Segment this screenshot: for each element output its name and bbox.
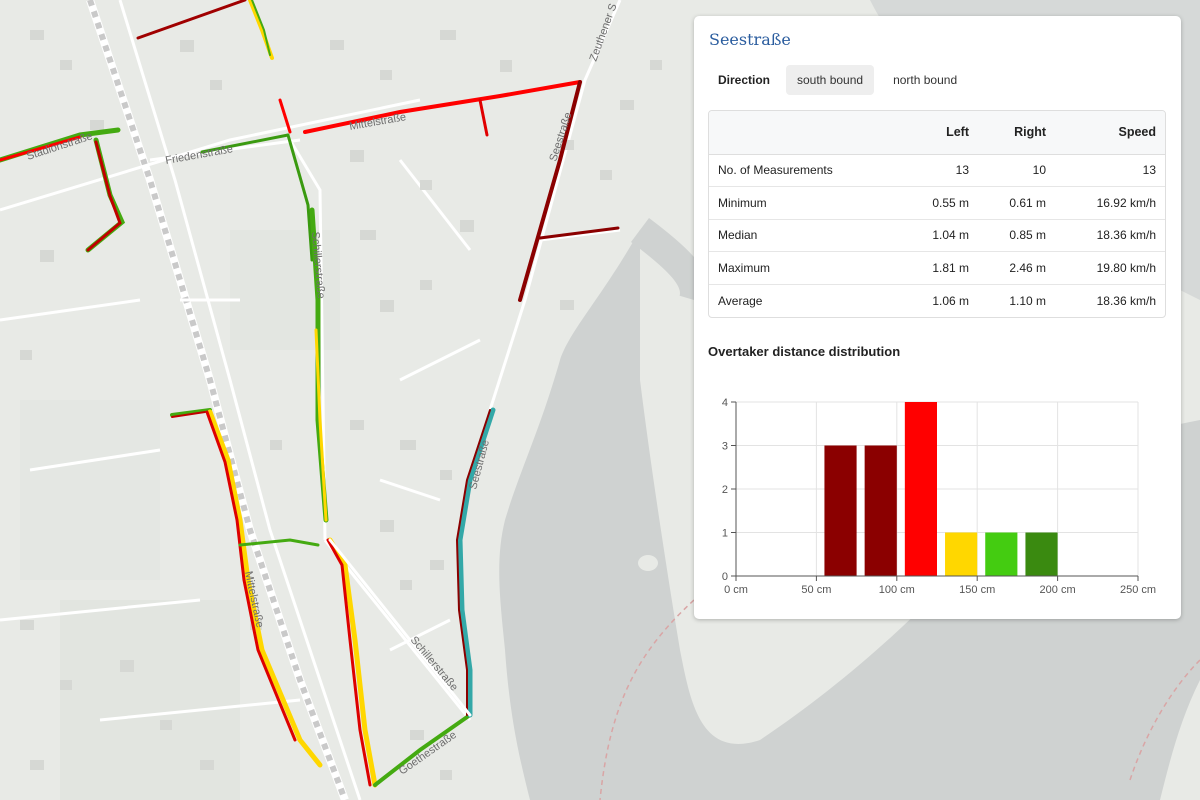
statistics-table: Left Right Speed No. of Measurements 13 …: [708, 110, 1166, 318]
distance-chart: 0 1 2 3 4 0 cm 50 cm 100 cm 150 cm 200 cm 250 cm: [694, 388, 1181, 619]
north-bound-button[interactable]: north bound: [882, 65, 968, 95]
row-label: Median: [709, 219, 898, 252]
x-tick-label: 100 cm: [879, 584, 915, 596]
y-tick-label: 2: [722, 484, 728, 496]
cell-speed: 13: [1055, 154, 1165, 187]
x-tick-label: 0 cm: [724, 584, 748, 596]
x-tick-label: 50 cm: [801, 584, 831, 596]
histogram-bar: [985, 532, 1018, 576]
column-header-left: Left: [898, 111, 978, 155]
table-row: Median 1.04 m 0.85 m 18.36 km/h: [709, 219, 1165, 252]
y-tick-label: 1: [722, 528, 728, 540]
lake-water: [499, 230, 1200, 800]
cell-speed: 18.36 km/h: [1096, 293, 1156, 308]
x-tick-label: 250 cm: [1120, 584, 1156, 596]
column-header-name: [709, 111, 898, 155]
direction-selector: Direction south bound north bound: [708, 65, 1167, 95]
y-tick-label: 3: [722, 441, 728, 453]
panel-title: Seestraße: [709, 30, 791, 49]
road-details-panel: Seestraße Direction south bound north bo…: [694, 16, 1181, 619]
histogram-bar: [945, 532, 978, 576]
cell-speed: 18.36 km/h: [1055, 219, 1165, 252]
histogram-bar: [864, 445, 897, 576]
histogram-bar: [824, 445, 857, 576]
south-bound-button[interactable]: south bound: [786, 65, 875, 95]
cell-speed: 19.80 km/h: [1055, 251, 1165, 285]
cell-right: 0.85 m: [978, 219, 1055, 252]
row-label: Minimum: [709, 186, 898, 220]
row-label: Maximum: [709, 251, 898, 285]
route-goethestrasse: [373, 713, 472, 787]
histogram-bar: [904, 402, 937, 576]
route-seestrasse: [518, 80, 582, 302]
y-tick-label: 0: [722, 571, 728, 583]
table-row: Maximum 1.81 m 2.46 m 19.80 km/h: [709, 251, 1165, 285]
table-row: Minimum 0.55 m 0.61 m 16.92 km/h: [709, 186, 1165, 220]
direction-label: Direction: [718, 73, 771, 87]
cell-left: 1.06 m: [932, 293, 969, 308]
cell-right: 2.46 m: [978, 251, 1055, 285]
x-tick-label: 200 cm: [1040, 584, 1076, 596]
label-schillerstrasse-north: Schillerstraße: [309, 231, 327, 299]
cell-left: 0.55 m: [898, 186, 978, 220]
table-row: Average 1.06 m 1.10 m 18.36 km/h: [709, 284, 1165, 317]
route-mittelstrasse: [303, 80, 582, 134]
column-header-speed: Speed: [1055, 111, 1165, 155]
y-tick-label: 4: [722, 397, 728, 409]
table-header-row: Left Right Speed: [709, 111, 1165, 155]
x-tick-label: 150 cm: [959, 584, 995, 596]
table-row: No. of Measurements 13 10 13: [709, 154, 1165, 187]
cell-right: 0.61 m: [978, 186, 1055, 220]
histogram-bar: [1025, 532, 1058, 576]
column-header-right: Right: [978, 111, 1055, 155]
cell-speed: 16.92 km/h: [1055, 186, 1165, 220]
cell-left: 1.81 m: [898, 251, 978, 285]
cell-left: 1.04 m: [898, 219, 978, 252]
distance-chart-svg: 0 1 2 3 4 0 cm 50 cm 100 cm 150 cm 200 cm 250 cm: [722, 397, 1156, 596]
row-label: No. of Measurements: [709, 154, 898, 187]
row-label: Average: [718, 293, 763, 308]
chart-title: Overtaker distance distribution: [708, 343, 901, 359]
cell-right: 10: [978, 154, 1055, 187]
cell-right: 1.10 m: [1009, 293, 1046, 308]
cell-left: 13: [898, 154, 978, 187]
